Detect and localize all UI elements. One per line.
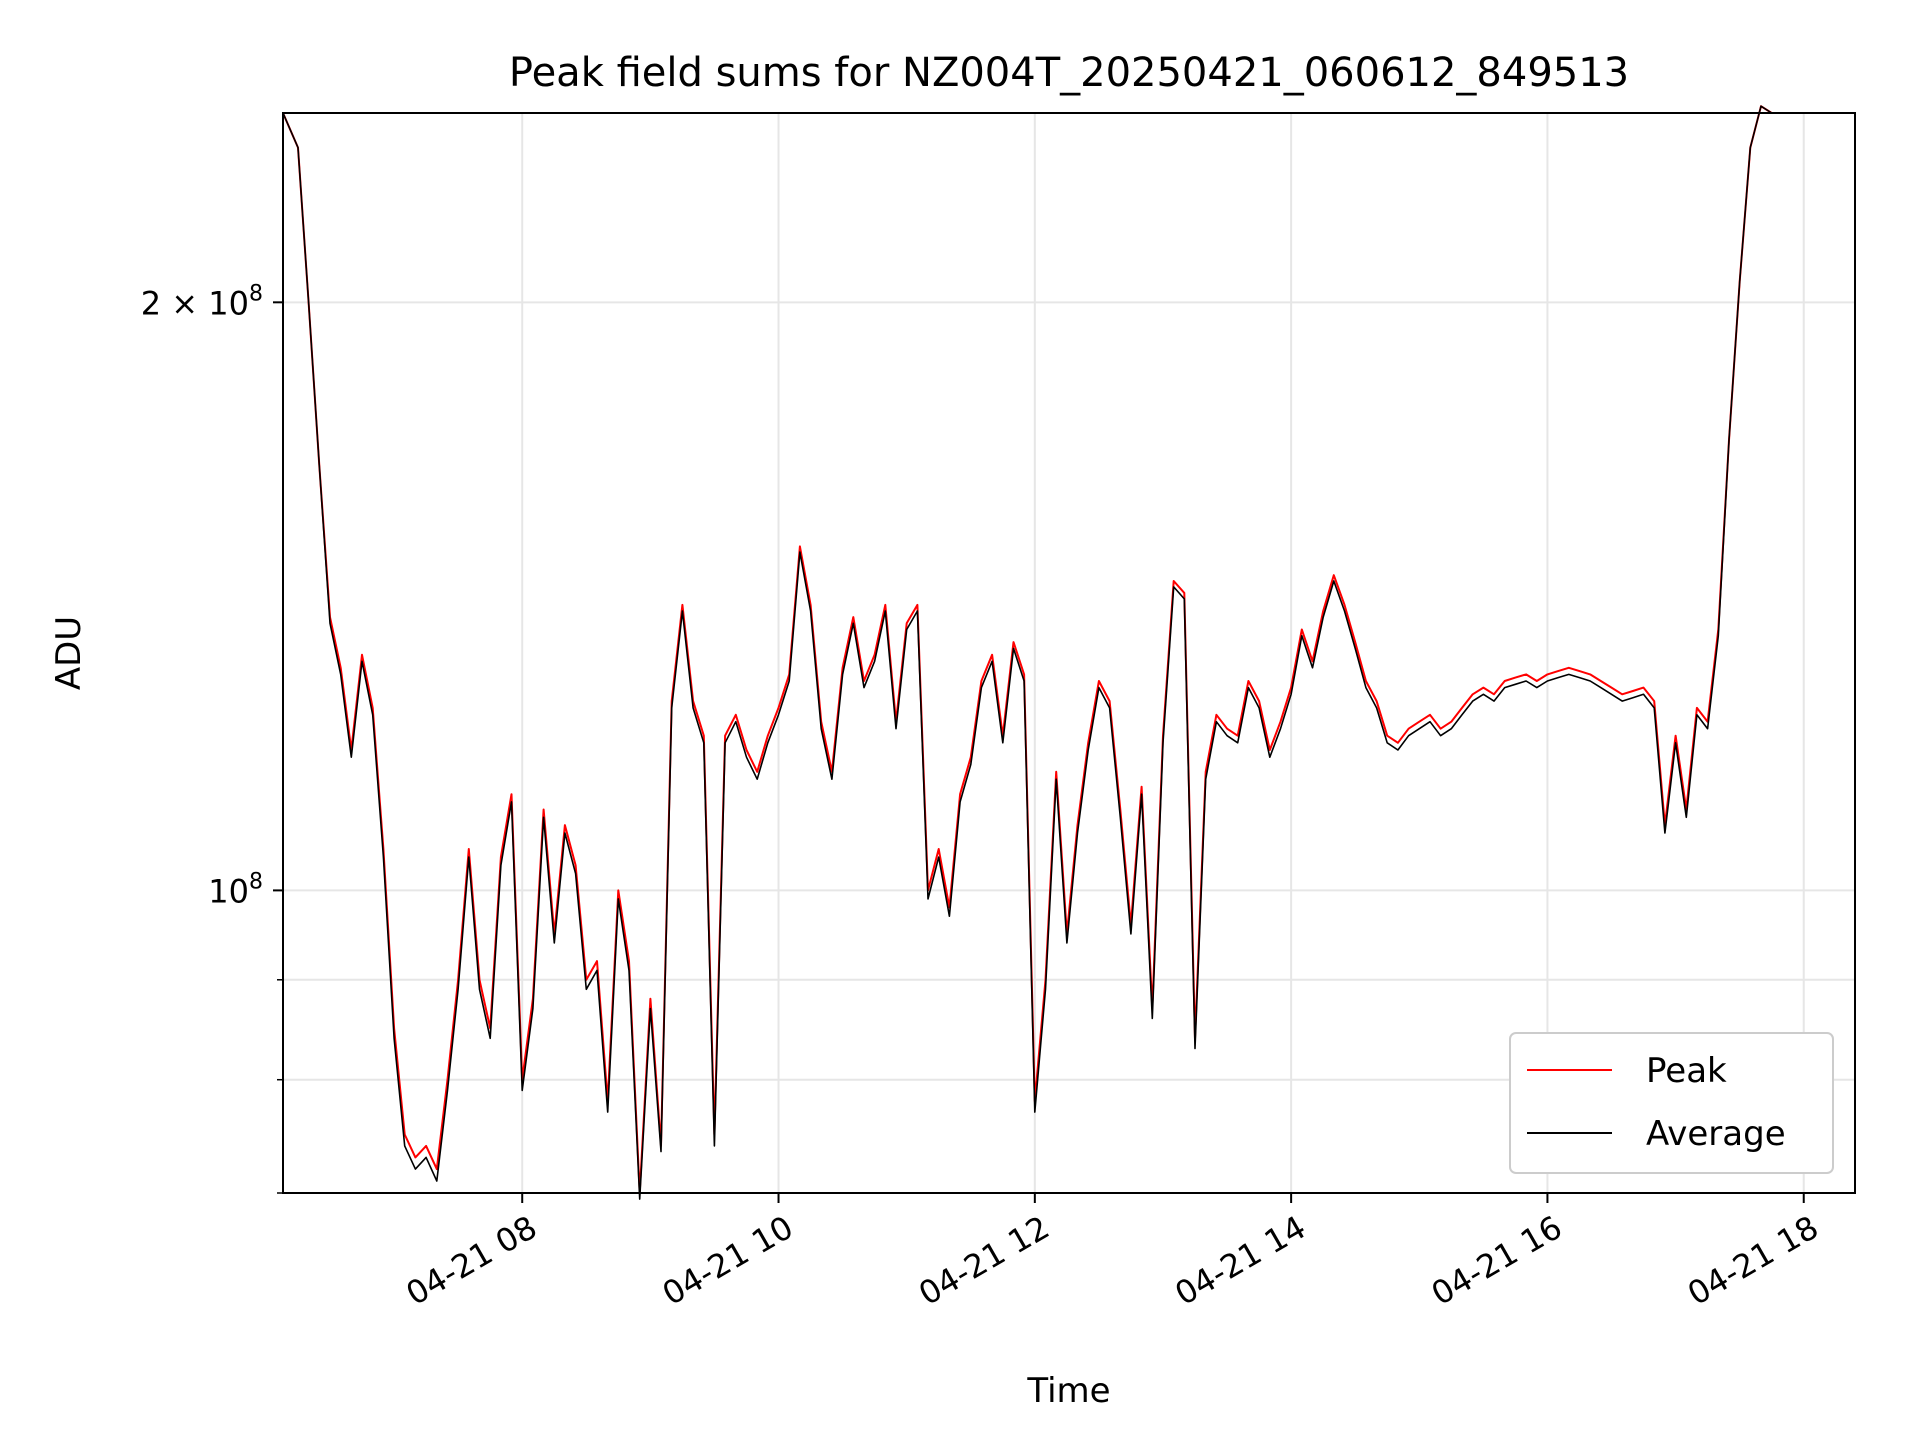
plot-frame bbox=[282, 112, 1856, 1194]
y-tick-label: 108 bbox=[208, 869, 263, 910]
series-lines bbox=[282, 105, 1773, 1200]
y-axis-label: ADU bbox=[49, 616, 89, 690]
legend-peak-label: Peak bbox=[1646, 1051, 1727, 1091]
y-tick-label: 2 × 108 bbox=[141, 281, 263, 322]
x-axis-label: Time bbox=[1026, 1371, 1110, 1411]
y-axis-ticks: 108 2 × 108 bbox=[141, 281, 283, 1194]
legend-average-label: Average bbox=[1646, 1114, 1786, 1154]
legend: Peak Average bbox=[1509, 1032, 1834, 1174]
series-line-average bbox=[282, 105, 1773, 1200]
chart-title: Peak field sums for NZ004T_20250421_0606… bbox=[509, 50, 1629, 96]
legend-box bbox=[1509, 1032, 1834, 1174]
